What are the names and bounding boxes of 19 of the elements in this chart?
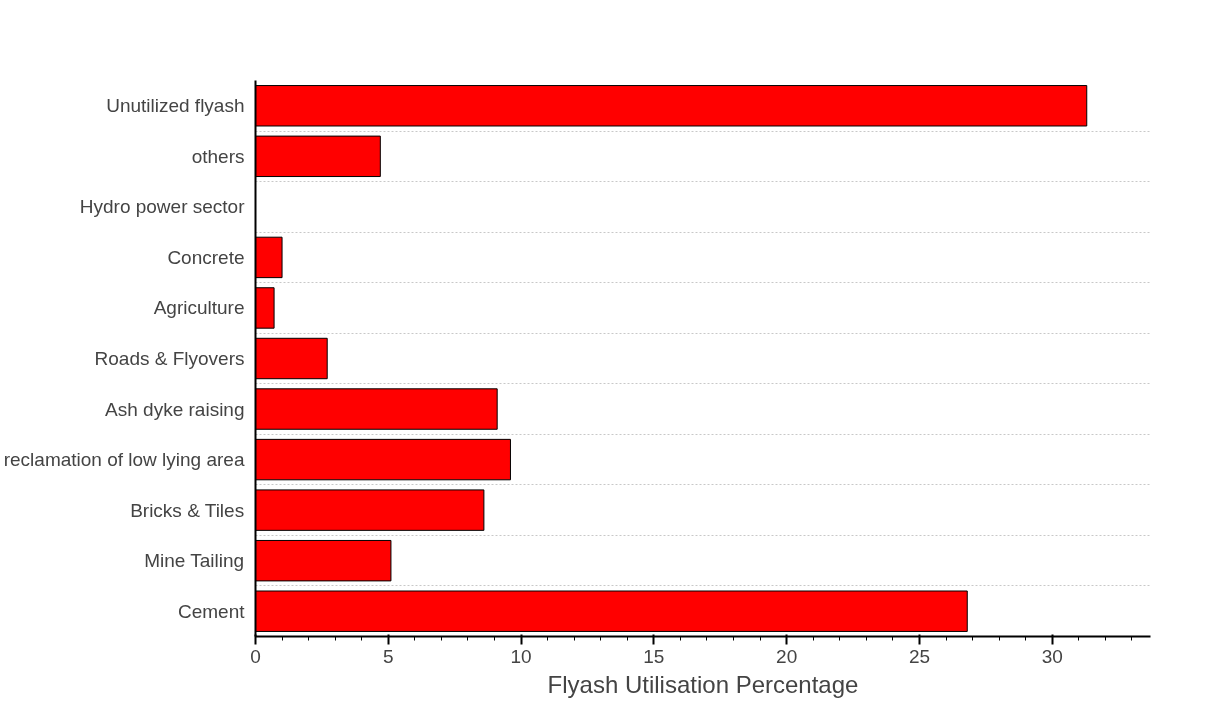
x-tick-label: 10: [510, 645, 532, 667]
x-tick-label: 15: [643, 645, 665, 667]
y-tick-label: Roads & Flyovers: [94, 348, 245, 369]
x-tick-label: 5: [383, 645, 394, 667]
y-tick-label: Cement: [177, 600, 246, 622]
x-tick-label: 0: [250, 645, 261, 667]
y-tick-label: Unutilized flyash: [106, 95, 245, 117]
y-tick-label: Concrete: [167, 246, 245, 268]
y-tick-label: others: [191, 145, 245, 167]
y-tick-label: Ash dyke raising: [105, 398, 245, 420]
x-tick-label: 25: [908, 645, 931, 667]
x-axis-title: Flyash Utilisation Percentage: [547, 670, 859, 698]
y-tick-label: Mine Tailing: [144, 550, 245, 572]
y-tick-label: reclamation of low lying area: [3, 449, 245, 471]
y-tick-label: Agriculture: [153, 297, 245, 319]
x-tick-label: 30: [1041, 645, 1063, 667]
y-tick-label: Hydro power sector: [79, 196, 246, 218]
x-tick-label: 20: [776, 645, 798, 667]
y-tick-label: Bricks & Tiles: [130, 499, 245, 521]
